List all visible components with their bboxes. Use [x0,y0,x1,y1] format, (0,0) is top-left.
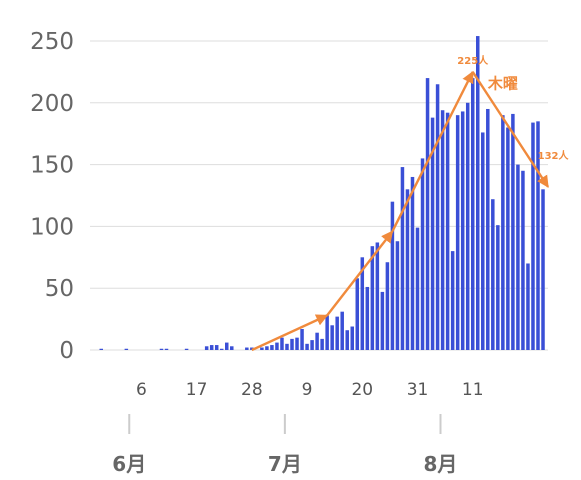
month-label-1: 7月 [268,452,302,476]
bar-day-59 [395,241,400,350]
bar-day-17 [184,348,189,350]
bar-day-71 [455,115,460,350]
bar-day-55 [375,242,380,350]
y-tick-label-150: 150 [30,153,74,179]
bar-day-48 [340,311,344,350]
bar-day-12 [159,348,164,350]
bar-day-38 [290,338,294,350]
bar-day-45 [325,315,329,350]
bar-day-83 [516,164,520,350]
bar-day-34 [270,345,274,350]
bar-day-81 [506,127,510,351]
bar-day-57 [385,262,390,350]
x-tick-label-6: 6 [136,380,147,400]
bar-day-37 [285,343,289,350]
bar-day-80 [501,115,505,350]
bar-day-40 [300,328,304,350]
bar-day-85 [526,263,530,350]
trend-layer [251,70,550,352]
y-tick-label-250: 250 [30,29,74,55]
trend-arrow-1 [326,230,394,317]
bar-day-77 [486,108,490,350]
bar-day-32 [260,347,264,350]
bar-day-41 [305,343,309,350]
bar-day-46 [330,325,334,350]
bar-day-36 [280,337,284,350]
x-tick-label-11: 11 [462,380,484,400]
bar-day-75 [476,36,480,351]
bar-day-21 [204,346,209,350]
bar-day-49 [345,330,349,350]
bar-day-25 [225,342,229,350]
bar-day-76 [481,132,485,350]
trend-arrow-2 [391,70,474,232]
bar-day-5 [124,348,129,350]
month-label-0: 6月 [112,452,146,476]
bar-day-61 [405,189,410,350]
bar-day-56 [380,291,385,350]
bar-day-66 [430,117,435,350]
bar-day-60 [400,167,405,350]
annotation-1: 木曜 [487,75,518,93]
bar-day-72 [460,111,465,350]
bar-day-50 [350,326,354,350]
bar-day-0 [99,348,103,350]
bar-day-87 [536,121,540,350]
bar-day-26 [230,346,234,350]
bar-day-69 [445,112,450,350]
bar-day-42 [310,340,314,350]
bar-day-23 [214,345,219,350]
y-tick-label-0: 0 [59,338,74,364]
bar-day-39 [295,337,299,350]
bar-day-43 [315,332,319,350]
bar-day-67 [435,84,440,350]
month-label-2: 8月 [424,452,458,476]
bar-day-82 [511,113,515,350]
bar-day-58 [390,201,395,350]
bar-day-84 [521,170,525,350]
bar-day-64 [420,158,425,350]
bar-day-63 [415,227,420,350]
x-tick-label-9: 9 [302,380,313,400]
bar-day-88 [541,189,545,350]
y-tick-label-100: 100 [30,214,74,240]
annotation-0: 225人 [457,54,489,67]
x-tick-label-31: 31 [407,380,429,400]
bar-day-53 [365,286,370,350]
bar-day-22 [209,345,214,350]
bar-day-73 [465,102,470,350]
bar-day-29 [245,347,249,350]
bar-day-35 [275,342,279,350]
trend-arrow-3 [471,71,550,188]
bar-day-68 [440,110,445,350]
bar-day-52 [360,257,365,350]
bar-day-33 [265,346,269,350]
bar-day-86 [531,122,535,350]
bar-layer [99,36,545,351]
y-tick-label-50: 50 [45,276,74,302]
bar-day-78 [491,199,495,350]
y-tick-label-200: 200 [30,91,74,117]
bar-day-44 [320,338,324,350]
x-tick-label-28: 28 [241,380,263,400]
x-tick-label-17: 17 [186,380,208,400]
bar-day-51 [355,278,360,350]
bar-day-65 [425,78,430,350]
bar-day-74 [470,78,475,350]
bar-day-79 [496,225,500,350]
bar-day-13 [164,348,169,350]
bar-day-70 [450,251,455,350]
bar-day-62 [410,176,415,350]
bar-day-47 [335,316,339,350]
x-tick-label-20: 20 [351,380,373,400]
bar-day-24 [219,348,224,350]
trend-arrow-0 [251,314,329,352]
bar-day-54 [370,246,375,350]
annotation-2: 132人 [538,149,570,162]
